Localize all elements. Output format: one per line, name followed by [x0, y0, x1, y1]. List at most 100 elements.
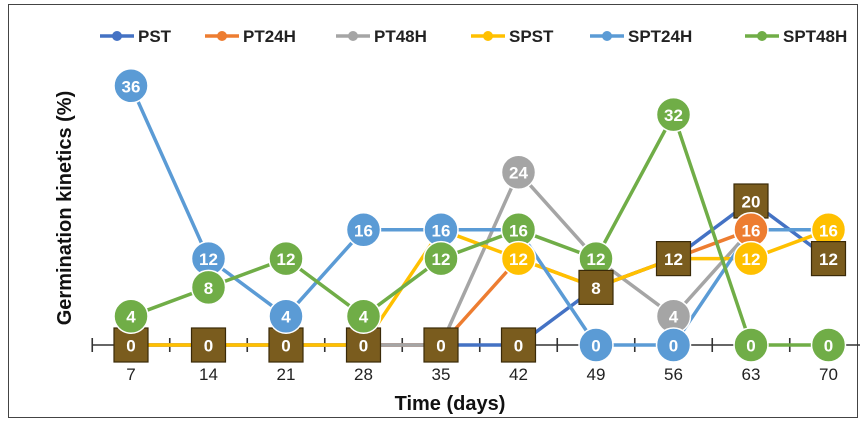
- data-label-value: 32: [664, 106, 683, 125]
- legend-item-pst: PST: [100, 27, 172, 46]
- data-label-value: 24: [509, 164, 528, 183]
- x-tick-label: 21: [277, 365, 296, 384]
- x-tick-label: 7: [126, 365, 135, 384]
- legend-marker: [483, 31, 493, 41]
- data-labels: 0 0 0 0 0 0 36 4 12 8 12 4 16 4 16 12 24 16 12 12 8 0 32 12 4 0 20…: [113, 68, 847, 363]
- x-tick-label: 42: [509, 365, 528, 384]
- x-tick-label: 35: [432, 365, 451, 384]
- data-marker: [500, 240, 537, 277]
- data-label-value: 0: [359, 337, 368, 356]
- data-label-value: 0: [126, 337, 135, 356]
- data-label-value: 0: [514, 337, 523, 356]
- legend-marker: [757, 31, 767, 41]
- series-line-spt48h: [130, 112, 829, 347]
- data-label: 16: [345, 212, 382, 248]
- data-label-value: 0: [591, 337, 600, 356]
- data-marker: [268, 240, 304, 277]
- data-marker: [810, 327, 847, 363]
- data-marker: [500, 327, 537, 363]
- x-tick-label: 14: [199, 365, 218, 384]
- data-marker: [423, 240, 459, 277]
- data-label-value: 0: [824, 337, 833, 356]
- data-marker: [655, 241, 692, 277]
- data-marker: [655, 96, 692, 133]
- data-label-value: 4: [359, 308, 369, 327]
- data-label-value: 12: [742, 250, 761, 269]
- data-label-value: 16: [742, 221, 761, 240]
- data-label: 4: [113, 298, 149, 334]
- data-label-value: 16: [509, 221, 528, 240]
- data-label-value: 0: [204, 337, 213, 356]
- data-marker: [655, 327, 692, 363]
- data-label: 0: [578, 327, 614, 363]
- data-marker: [113, 298, 149, 334]
- series-lines: [129, 85, 830, 347]
- legend-label: PST: [138, 27, 172, 46]
- x-tick-label: 56: [664, 365, 683, 384]
- data-label: 0: [810, 327, 847, 363]
- data-label-value: 12: [587, 250, 606, 269]
- data-label-value: 8: [591, 279, 600, 298]
- data-label: 20: [733, 183, 769, 219]
- data-label-value: 20: [742, 193, 761, 212]
- data-marker: [345, 298, 382, 334]
- legend-marker: [217, 31, 227, 41]
- data-label-value: 12: [277, 250, 296, 269]
- legend-item-spt48h: SPT48H: [745, 27, 847, 46]
- data-label-value: 4: [281, 308, 291, 327]
- data-label: 12: [268, 240, 304, 277]
- data-label: 12: [810, 241, 847, 277]
- data-label: 4: [345, 298, 382, 334]
- data-label-value: 16: [819, 221, 838, 240]
- legend-marker: [602, 31, 612, 41]
- data-marker: [345, 212, 382, 248]
- legend-label: PT48H: [374, 27, 427, 46]
- data-label: 12: [733, 240, 769, 277]
- data-label-value: 12: [432, 250, 451, 269]
- data-label: 0: [190, 327, 227, 363]
- data-label: 16: [423, 212, 459, 248]
- data-marker: [190, 269, 227, 306]
- data-marker: [190, 327, 227, 363]
- x-tick-label: 63: [742, 365, 761, 384]
- data-label-value: 0: [669, 337, 678, 356]
- data-label: 0: [733, 327, 769, 363]
- data-label-value: 12: [509, 250, 528, 269]
- data-label: 8: [578, 269, 614, 305]
- data-label-value: 12: [664, 250, 683, 269]
- legend-label: SPT24H: [628, 27, 692, 46]
- x-tick-label: 49: [587, 365, 606, 384]
- data-label: 16: [500, 212, 537, 248]
- legend-item-pt48h: PT48H: [336, 27, 427, 46]
- data-label: 4: [268, 298, 304, 334]
- data-label: 8: [190, 269, 227, 306]
- legend-label: SPT48H: [783, 27, 847, 46]
- data-label: 12: [190, 240, 227, 277]
- data-label: 0: [655, 327, 692, 363]
- legend-label: SPST: [509, 27, 554, 46]
- data-label-value: 8: [204, 279, 213, 298]
- data-label: 16: [810, 212, 847, 248]
- data-label-value: 0: [746, 337, 755, 356]
- data-label: 0: [500, 327, 537, 363]
- data-label: 12: [655, 241, 692, 277]
- data-label-value: 0: [436, 337, 445, 356]
- data-label-value: 16: [354, 221, 373, 240]
- data-marker: [113, 68, 149, 104]
- data-label-value: 36: [122, 77, 141, 96]
- legend-marker: [348, 31, 358, 41]
- legend-item-spst: SPST: [471, 27, 554, 46]
- data-label-value: 12: [199, 250, 218, 269]
- legend-label: PT24H: [243, 27, 296, 46]
- data-marker: [268, 298, 304, 334]
- x-tick-label: 70: [819, 365, 838, 384]
- x-axis: 7 14 21 28 35 42 49 56 63 70: [91, 338, 860, 384]
- data-label-value: 4: [669, 308, 679, 327]
- data-marker: [423, 327, 459, 363]
- legend-marker: [112, 31, 122, 41]
- series-line-spst: [131, 228, 830, 347]
- data-label: 12: [423, 240, 459, 277]
- data-label-value: 16: [432, 221, 451, 240]
- data-label-value: 0: [281, 337, 290, 356]
